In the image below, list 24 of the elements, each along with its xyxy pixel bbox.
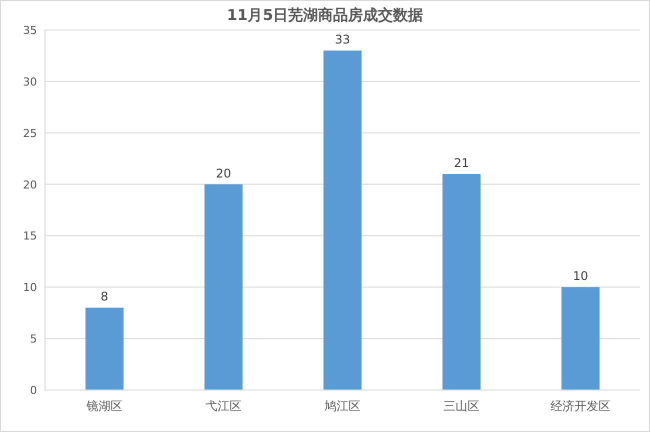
x-tick-label: 鸠江区	[324, 399, 360, 413]
y-tick-label: 5	[30, 332, 37, 346]
data-label: 33	[334, 32, 350, 47]
y-tick-label: 30	[23, 75, 37, 88]
y-tick-label: 0	[30, 384, 37, 397]
data-label: 8	[100, 290, 108, 304]
chart-title: 11月5日芜湖商品房成交数据	[226, 6, 424, 24]
bar	[561, 287, 600, 390]
x-tick-label: 镜湖区	[86, 399, 122, 413]
bar	[442, 174, 481, 390]
y-tick-label: 10	[23, 281, 37, 294]
bar	[85, 308, 124, 390]
bar	[204, 184, 243, 390]
x-tick-label: 三山区	[444, 399, 480, 413]
y-tick-label: 35	[23, 24, 37, 37]
y-tick-label: 20	[23, 178, 37, 192]
data-label: 21	[454, 156, 470, 170]
y-tick-label: 25	[23, 126, 37, 140]
y-tick-label: 15	[23, 230, 37, 243]
data-label: 10	[572, 269, 588, 284]
x-tick-label: 经济开发区	[550, 399, 610, 413]
data-label: 20	[216, 166, 232, 180]
x-tick-label: 弋江区	[206, 399, 242, 413]
bar	[323, 50, 362, 390]
